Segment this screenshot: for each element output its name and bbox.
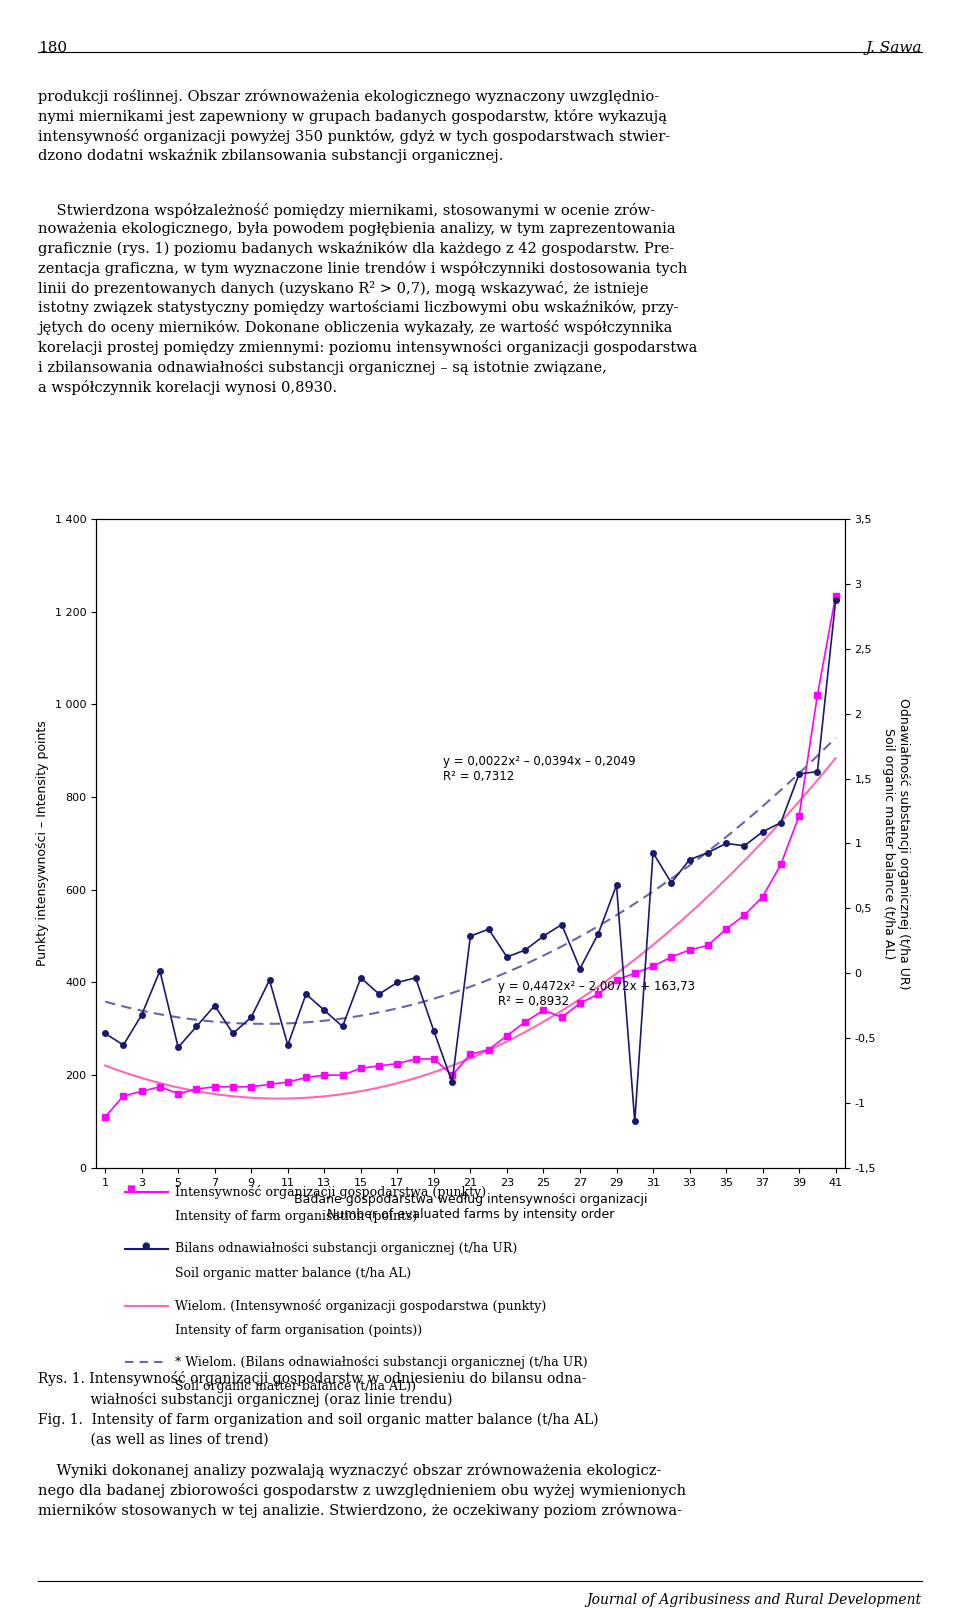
Text: Intensywność organizacji gospodarstwa (punkty): Intensywność organizacji gospodarstwa (p…	[175, 1186, 486, 1199]
Text: Wyniki dokonanej analizy pozwalają wyznaczyć obszar zrównoważenia ekologicz-
neg: Wyniki dokonanej analizy pozwalają wyzna…	[38, 1463, 686, 1518]
Text: Soil organic matter balance (t/ha AL)): Soil organic matter balance (t/ha AL))	[175, 1380, 416, 1393]
Text: y = 0,4472x² – 2,0072x + 163,73
R² = 0,8932: y = 0,4472x² – 2,0072x + 163,73 R² = 0,8…	[498, 980, 695, 1007]
Y-axis label: Punkty intensywności – Intensity points: Punkty intensywności – Intensity points	[36, 720, 49, 967]
Text: Rys. 1. Intensywność organizacji gospodarstw w odniesieniu do bilansu odna-
    : Rys. 1. Intensywność organizacji gospoda…	[38, 1371, 599, 1447]
Y-axis label: Odnawiałność substancji organicznej (t/ha UR)
Soil organic matter balance (t/ha : Odnawiałność substancji organicznej (t/h…	[881, 697, 909, 989]
Text: produkcji roślinnej. Obszar zrównoważenia ekologicznego wyznaczony uwzględnio-
n: produkcji roślinnej. Obszar zrównoważeni…	[38, 89, 670, 162]
Text: ●: ●	[142, 1241, 150, 1251]
Text: Stwierdzona współzależność pomiędzy miernikami, stosowanymi w ocenie zrów-
noważ: Stwierdzona współzależność pomiędzy mier…	[38, 203, 698, 394]
Text: Intensity of farm organisation (points)): Intensity of farm organisation (points))	[175, 1324, 421, 1337]
Text: ■: ■	[126, 1184, 135, 1194]
Text: y = 0,0022x² – 0,0394x – 0,2049
R² = 0,7312: y = 0,0022x² – 0,0394x – 0,2049 R² = 0,7…	[443, 756, 636, 783]
Text: Soil organic matter balance (t/ha AL): Soil organic matter balance (t/ha AL)	[175, 1267, 411, 1280]
Text: J. Sawa: J. Sawa	[865, 41, 922, 55]
X-axis label: Badane gospodarstwa według intensywności organizacji
Number of evaluated farms b: Badane gospodarstwa według intensywności…	[294, 1194, 647, 1221]
Text: Journal of Agribusiness and Rural Development: Journal of Agribusiness and Rural Develo…	[587, 1593, 922, 1607]
Text: Intensity of farm organisation (points): Intensity of farm organisation (points)	[175, 1210, 417, 1223]
Text: Wielom. (Intensywność organizacji gospodarstwa (punkty): Wielom. (Intensywność organizacji gospod…	[175, 1299, 546, 1312]
Text: * Wielom. (Bilans odnawiałności substancji organicznej (t/ha UR): * Wielom. (Bilans odnawiałności substanc…	[175, 1356, 588, 1369]
Text: 180: 180	[38, 41, 67, 55]
Text: Bilans odnawiałności substancji organicznej (t/ha UR): Bilans odnawiałności substancji organicz…	[175, 1242, 517, 1255]
